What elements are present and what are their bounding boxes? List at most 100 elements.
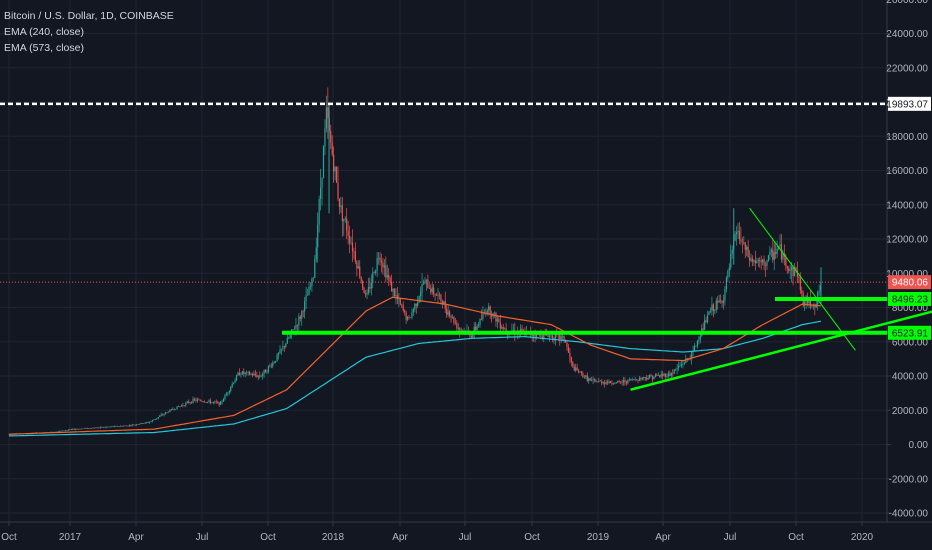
trendline[interactable] bbox=[749, 207, 856, 351]
candle-body bbox=[273, 362, 275, 363]
candle-body bbox=[664, 373, 667, 378]
candle-body bbox=[495, 312, 497, 322]
candle-body bbox=[218, 402, 220, 405]
y-tick-label: 8000.00 bbox=[892, 303, 929, 314]
candle-body bbox=[66, 430, 68, 431]
candle-body bbox=[324, 128, 326, 147]
candle-body bbox=[651, 376, 654, 380]
candle-body bbox=[482, 313, 484, 319]
candle-body bbox=[599, 380, 601, 382]
x-tick-label: Apr bbox=[128, 532, 144, 543]
candle-body bbox=[662, 374, 664, 376]
candle-body bbox=[293, 328, 296, 330]
candle-body bbox=[343, 218, 345, 222]
candle-body bbox=[740, 239, 742, 242]
candle-body bbox=[753, 260, 755, 262]
candle-body bbox=[214, 401, 216, 403]
candle-body bbox=[446, 308, 448, 315]
candle-body bbox=[667, 373, 670, 377]
candle-body bbox=[357, 266, 359, 269]
price-tag bbox=[888, 96, 931, 111]
candle-body bbox=[411, 312, 413, 318]
candle-body bbox=[735, 232, 738, 235]
candle-body bbox=[560, 336, 562, 340]
candle-body bbox=[591, 379, 593, 381]
candle-body bbox=[321, 178, 323, 188]
candle-body bbox=[705, 320, 707, 322]
candle-body bbox=[496, 319, 499, 322]
y-tick-label: 24000.00 bbox=[886, 29, 928, 40]
candle-body bbox=[414, 303, 416, 310]
candle-body bbox=[751, 258, 754, 262]
y-tick-label: 22000.00 bbox=[886, 63, 928, 74]
candle-body bbox=[237, 372, 239, 376]
candle-body bbox=[85, 428, 87, 429]
candle-body bbox=[433, 287, 435, 295]
y-tick-label: 12000.00 bbox=[886, 235, 928, 246]
candle-body bbox=[428, 287, 430, 289]
candle-body bbox=[106, 426, 109, 428]
candle-body bbox=[296, 325, 299, 326]
candle-body bbox=[583, 376, 585, 378]
candle-body bbox=[208, 400, 210, 402]
candle-body bbox=[644, 377, 646, 378]
candle-body bbox=[147, 422, 149, 423]
candle-body bbox=[663, 373, 665, 376]
candle-body bbox=[683, 362, 685, 364]
candle-body bbox=[62, 430, 64, 432]
candle-body bbox=[240, 374, 242, 376]
candle-body bbox=[695, 345, 697, 347]
candle-body bbox=[456, 322, 458, 329]
candle-body bbox=[137, 424, 139, 425]
x-tick-label: Oct bbox=[524, 532, 540, 543]
candle-body bbox=[191, 402, 193, 403]
candle-body bbox=[253, 373, 255, 376]
candle-body bbox=[82, 428, 84, 430]
x-tick-label: Jul bbox=[196, 532, 209, 543]
candle-body bbox=[801, 290, 803, 294]
candle-body bbox=[144, 422, 146, 424]
symbol-title: Bitcoin / U.S. Dollar, 1D, COINBASE bbox=[4, 10, 174, 22]
candle-body bbox=[370, 282, 372, 289]
trendline[interactable] bbox=[630, 308, 932, 391]
candle-body bbox=[264, 369, 267, 373]
candle-body bbox=[112, 426, 114, 427]
candle-body bbox=[559, 334, 561, 340]
candle-body bbox=[260, 376, 262, 377]
candle-body bbox=[379, 257, 381, 262]
candle-body bbox=[491, 314, 493, 317]
candle-body bbox=[289, 334, 291, 338]
candle-body bbox=[369, 287, 371, 289]
candle-body bbox=[367, 287, 370, 293]
candle-body bbox=[454, 322, 456, 324]
candle-body bbox=[395, 295, 397, 296]
candle-body bbox=[102, 427, 104, 428]
candle-body bbox=[602, 382, 604, 384]
candle-body bbox=[520, 328, 522, 333]
candle-body bbox=[609, 381, 612, 383]
candle-body bbox=[504, 328, 506, 330]
candle-body bbox=[359, 266, 361, 277]
candle-body bbox=[437, 294, 439, 296]
ema-573-label: EMA (573, close) bbox=[4, 42, 84, 54]
candle-body bbox=[605, 382, 607, 384]
candle-body bbox=[405, 312, 407, 320]
candle-body bbox=[643, 377, 645, 379]
y-tick-label: 6000.00 bbox=[892, 337, 929, 348]
x-tick-label: 2018 bbox=[322, 532, 345, 543]
candle-body bbox=[630, 379, 632, 381]
candle-body bbox=[772, 249, 774, 260]
grid bbox=[0, 0, 887, 522]
candle-body bbox=[244, 372, 246, 374]
candle-body bbox=[459, 328, 461, 330]
candle-body bbox=[804, 301, 806, 306]
candle-body bbox=[486, 310, 488, 315]
candle-body bbox=[718, 300, 720, 303]
candle-body bbox=[250, 374, 252, 375]
candle-body bbox=[696, 340, 699, 347]
candle-body bbox=[314, 259, 316, 278]
candle-body bbox=[789, 270, 791, 272]
candle-body bbox=[430, 288, 432, 293]
